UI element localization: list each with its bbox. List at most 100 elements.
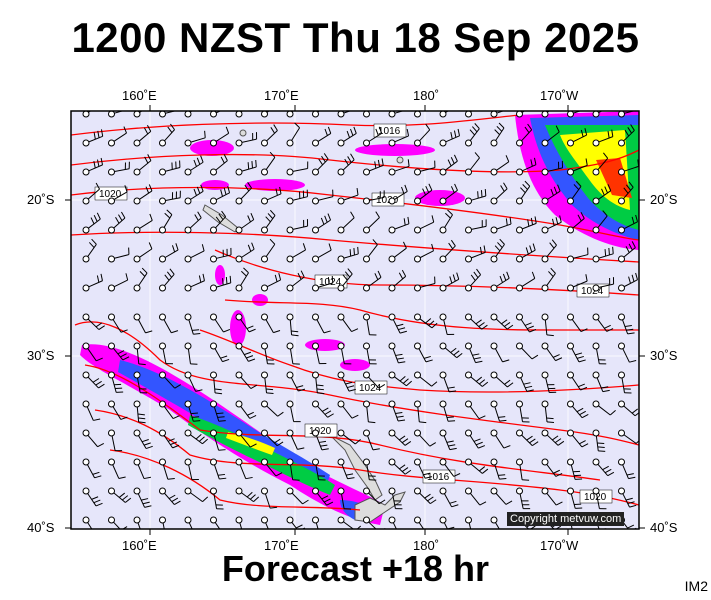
wind-barb [312, 126, 332, 147]
wind-barbs [82, 111, 639, 529]
lat-label-right: 40˚S [650, 520, 678, 535]
wind-barb [567, 158, 588, 176]
wind-barb [388, 128, 410, 147]
wind-barb [261, 209, 276, 234]
lon-label-top: 180˚ [413, 88, 440, 103]
wind-barb [312, 153, 329, 176]
wind-barb [490, 458, 507, 480]
wind-barb [159, 371, 181, 389]
wind-barb [439, 272, 460, 292]
wind-barb [235, 132, 258, 147]
wind-barb [108, 247, 130, 263]
wind-barb [261, 111, 270, 118]
wind-barb [490, 429, 511, 449]
wind-barb [541, 111, 550, 118]
isobar-label: 1020 [99, 189, 122, 200]
wind-barb [363, 270, 382, 292]
wind-barb [465, 429, 485, 449]
wind-barb [133, 124, 152, 147]
map-frame [70, 110, 640, 530]
wind-barb [133, 429, 153, 450]
wind-barb [286, 371, 306, 392]
wind-barb [388, 313, 407, 334]
wind-barb [592, 400, 616, 416]
wind-barb [439, 487, 459, 508]
isobar-label: 1020 [309, 426, 332, 437]
wind-barb [465, 487, 487, 506]
wind-barb [490, 238, 505, 263]
wind-barb [541, 487, 563, 506]
wind-barb [414, 215, 435, 234]
wind-barb [439, 183, 458, 205]
wind-barb [337, 126, 357, 147]
lat-label-left: 40˚S [27, 520, 55, 535]
wind-barb [618, 371, 632, 394]
wind-barb [82, 487, 103, 507]
wind-barb [388, 458, 412, 475]
wind-barb [210, 275, 232, 292]
wind-barb [592, 429, 606, 452]
wind-barb [516, 157, 537, 176]
wind-barb [541, 184, 561, 205]
wind-barb [541, 125, 560, 147]
wind-barb [592, 152, 609, 176]
wind-barb [465, 111, 473, 118]
wind-barb [286, 111, 294, 118]
wind-barb [184, 487, 209, 502]
wind-barb [261, 400, 284, 417]
wind-barb [210, 458, 227, 480]
wind-barb [235, 313, 256, 333]
wind-barb [388, 400, 406, 422]
wind-barb [337, 246, 359, 263]
wind-barb [414, 342, 433, 363]
wind-barb [286, 161, 309, 176]
wind-barb [184, 184, 204, 205]
image-code: IM2 [684, 578, 708, 594]
wind-barb [312, 400, 334, 418]
wind-barb [261, 186, 282, 205]
wind-barb [82, 129, 104, 147]
wind-barb [363, 313, 377, 336]
wind-barb [541, 239, 557, 263]
wind-barb [363, 111, 370, 118]
wind-barb [567, 400, 589, 419]
wind-barb [363, 458, 377, 481]
wind-barb [337, 153, 355, 176]
wind-barb [490, 516, 500, 529]
wind-barb [439, 429, 457, 451]
wind-barb [337, 371, 356, 392]
wind-barb [618, 400, 639, 417]
wind-barb [337, 211, 355, 234]
wind-barb [618, 458, 636, 480]
wind-barb [184, 211, 202, 234]
wind-barb [592, 184, 612, 205]
wind-barb [363, 239, 378, 263]
wind-barb [133, 487, 152, 508]
wind-barb [261, 487, 278, 509]
wind-barb [235, 242, 255, 263]
wind-barb [159, 487, 181, 505]
wind-barb [286, 487, 309, 505]
wind-barb [235, 516, 249, 529]
wind-barb [567, 111, 582, 118]
wind-barb [439, 154, 458, 176]
wind-barb [235, 429, 257, 448]
wind-barb [388, 371, 413, 387]
wind-barb [337, 111, 352, 118]
wind-barb [388, 184, 408, 205]
wind-barb [108, 487, 132, 503]
wind-barb [261, 458, 283, 477]
wind-barb [184, 516, 193, 529]
wind-barb [159, 429, 180, 449]
wind-barb [312, 458, 326, 481]
wind-barb [337, 188, 359, 205]
wind-barb [490, 271, 510, 292]
wind-barb [261, 313, 281, 334]
wind-barb [490, 487, 513, 505]
wind-barb [159, 458, 175, 480]
wind-barb [82, 182, 100, 205]
wind-barb [567, 313, 588, 333]
wind-barb [312, 213, 332, 234]
wind-barb [414, 458, 433, 479]
